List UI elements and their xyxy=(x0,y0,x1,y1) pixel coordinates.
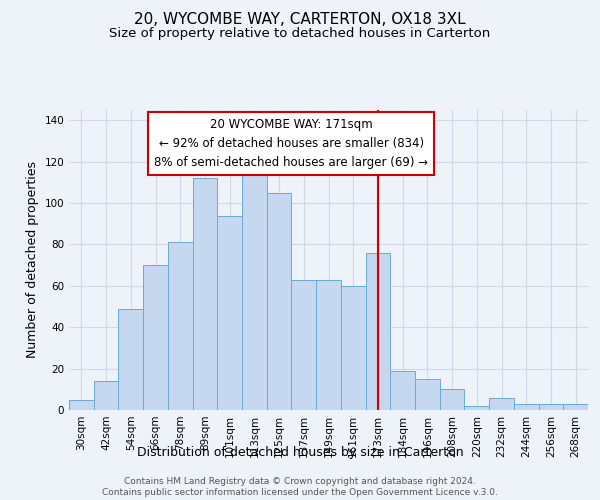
Bar xyxy=(316,280,341,410)
Bar xyxy=(514,404,539,410)
Bar xyxy=(464,406,489,410)
Bar xyxy=(242,172,267,410)
Text: Contains public sector information licensed under the Open Government Licence v.: Contains public sector information licen… xyxy=(102,488,498,497)
Bar xyxy=(267,193,292,410)
Bar xyxy=(341,286,365,410)
Bar xyxy=(440,390,464,410)
Bar xyxy=(489,398,514,410)
Text: 20, WYCOMBE WAY, CARTERTON, OX18 3XL: 20, WYCOMBE WAY, CARTERTON, OX18 3XL xyxy=(134,12,466,28)
Bar xyxy=(563,404,588,410)
Bar xyxy=(365,253,390,410)
Bar xyxy=(390,370,415,410)
Bar xyxy=(539,404,563,410)
Text: Size of property relative to detached houses in Carterton: Size of property relative to detached ho… xyxy=(109,28,491,40)
Bar xyxy=(193,178,217,410)
Bar xyxy=(168,242,193,410)
Bar xyxy=(217,216,242,410)
Bar xyxy=(143,265,168,410)
Bar xyxy=(415,379,440,410)
Text: 20 WYCOMBE WAY: 171sqm
← 92% of detached houses are smaller (834)
8% of semi-det: 20 WYCOMBE WAY: 171sqm ← 92% of detached… xyxy=(154,118,428,170)
Bar xyxy=(292,280,316,410)
Bar xyxy=(94,381,118,410)
Bar xyxy=(118,308,143,410)
Text: Contains HM Land Registry data © Crown copyright and database right 2024.: Contains HM Land Registry data © Crown c… xyxy=(124,476,476,486)
Y-axis label: Number of detached properties: Number of detached properties xyxy=(26,162,39,358)
Bar xyxy=(69,400,94,410)
Text: Distribution of detached houses by size in Carterton: Distribution of detached houses by size … xyxy=(137,446,463,459)
